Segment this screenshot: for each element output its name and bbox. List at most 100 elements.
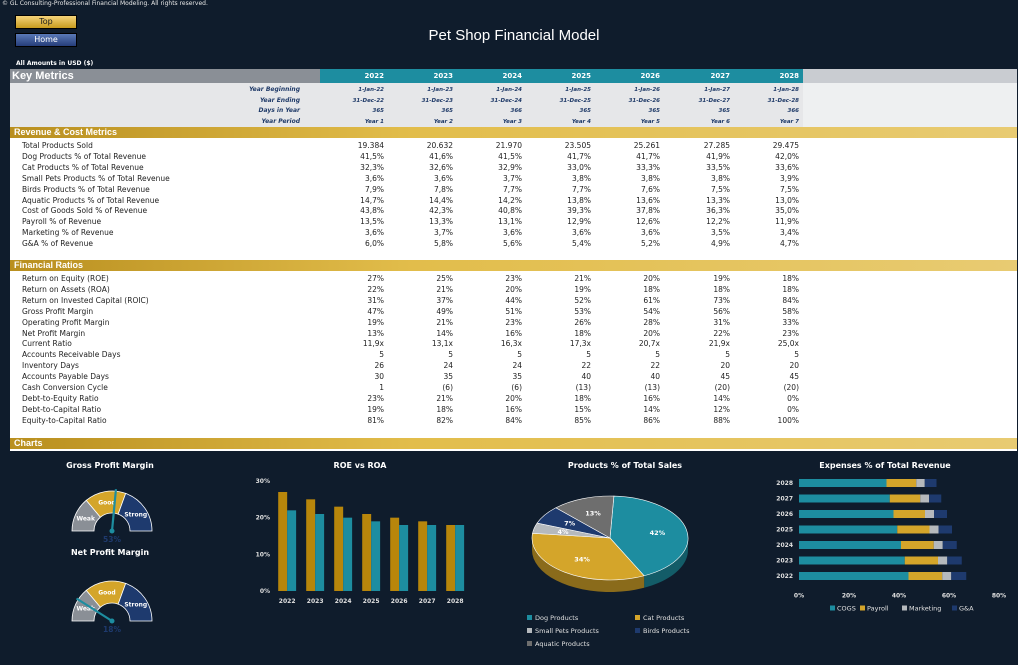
table-row-value: 14,7%: [360, 195, 384, 205]
table-row-label: Return on Equity (ROE): [22, 274, 109, 283]
roe-roa-bar: [446, 525, 456, 591]
exp-bar-segment: [951, 572, 967, 580]
table-row-value: 17,3x: [569, 339, 591, 349]
table-row-value: 35,0%: [775, 206, 799, 216]
table-row-value: 14,4%: [429, 195, 453, 205]
table-row-value: 11,9x: [362, 339, 384, 349]
table-row-value: 32,3%: [360, 162, 384, 172]
gauge-zone-3: [117, 582, 153, 622]
table-row-value: 23%: [782, 328, 799, 338]
table-row-value: 3,8%: [710, 173, 730, 183]
table-row-value: 3,6%: [640, 228, 660, 238]
exp-bar-segment: [799, 525, 898, 534]
exp-bar-segment: [908, 572, 943, 580]
table-row-value: 5,6%: [502, 239, 522, 249]
exp-bar-segment: [889, 494, 921, 503]
pie-slice-label: 13%: [585, 510, 601, 518]
roe-y-tick: 20%: [256, 515, 270, 522]
table-row-label: Accounts Receivable Days: [22, 350, 121, 360]
table-row-value: 25.261: [633, 141, 660, 150]
exp-legend-label: Marketing: [909, 605, 941, 613]
pie-slice: [531, 532, 645, 581]
table-row-value: 12,2%: [706, 217, 730, 227]
table-row-value: 44%: [505, 295, 522, 305]
table-row-value: 20: [789, 361, 799, 371]
roe-roa-bar: [315, 514, 325, 591]
pie-legend-swatch: [635, 628, 640, 633]
table-row-value: 3,6%: [364, 173, 384, 183]
period-row-value: Year 1: [364, 119, 384, 126]
period-row-value: 31-Dec-25: [559, 97, 591, 104]
section-charts: Charts: [10, 438, 1017, 449]
table-row-value: 45: [789, 372, 799, 382]
period-row-value: 1-Jan-25: [565, 87, 591, 93]
period-row-value: 31-Dec-28: [767, 97, 799, 104]
table-row-value: 42,3%: [429, 206, 453, 216]
table-row-value: 5: [586, 350, 591, 360]
pie-slice: [555, 495, 615, 539]
table-row-value: 20%: [643, 328, 660, 338]
table-row-value: 7,5%: [779, 184, 799, 194]
table-row-value: 13,5%: [360, 217, 384, 227]
period-row-value: Year 6: [710, 119, 730, 126]
table-row-value: 19%: [367, 404, 384, 414]
table-row-value: 41,7%: [636, 151, 660, 161]
table-row-value: 14%: [643, 404, 660, 414]
products-pie-chart: 42% 34% 4%7% 13% Dog Products Cat Products Sma…: [527, 495, 690, 648]
table-row-value: 20%: [505, 393, 522, 403]
top-button[interactable]: Top: [15, 15, 77, 29]
gross-margin-gauge-title: Gross Profit Margin: [66, 461, 154, 470]
table-row-value: 18%: [574, 393, 591, 403]
table-row-value: 3,8%: [640, 173, 660, 183]
table-row-label: Small Pets Products % of Total Revenue: [22, 173, 170, 183]
table-row-value: 32,9%: [498, 162, 522, 172]
exp-legend-swatch: [902, 605, 907, 611]
gauge-zone-label: Weak: [76, 516, 96, 523]
table-row-value: 1: [379, 383, 384, 392]
table-row-value: 24: [443, 361, 453, 371]
roe-x-tick: 2022: [279, 598, 296, 605]
table-row-value: 16%: [505, 404, 522, 414]
period-row-value: 1-Jan-23: [427, 87, 453, 93]
pie-slice-label: 42%: [650, 529, 666, 537]
period-row-label: Year Ending: [259, 96, 300, 104]
roe-y-tick: 30%: [256, 478, 270, 485]
pie-legend-label: Small Pets Products: [535, 627, 599, 635]
gauge-hub: [109, 528, 115, 534]
table-row-label: Debt-to-Capital Ratio: [22, 404, 102, 414]
expenses-chart-title: Expenses % of Total Revenue: [819, 461, 951, 470]
table-row-value: 40: [581, 372, 591, 382]
table-row-label: G&A % of Revenue: [22, 239, 93, 249]
table-row-value: 41,5%: [498, 151, 522, 161]
table-row-value: 5,4%: [571, 239, 591, 249]
period-row-value: Year 5: [640, 119, 660, 126]
table-row-value: 31%: [367, 295, 384, 305]
pie-legend-swatch: [527, 628, 532, 633]
table-row-value: 16%: [505, 328, 522, 338]
table-row-value: 42,0%: [775, 151, 799, 161]
table-row-value: 35: [443, 372, 453, 382]
table-row-value: 15%: [574, 404, 591, 414]
roe-roa-bar: [306, 499, 316, 591]
pie-legend-label: Cat Products: [643, 614, 685, 622]
table-row-value: 21.970: [495, 141, 522, 150]
home-button[interactable]: Home: [15, 33, 77, 47]
exp-x-tick: 20%: [842, 593, 856, 600]
table-row-value: 20%: [643, 274, 660, 283]
table-row-value: 84%: [782, 295, 799, 305]
table-row-label: Inventory Days: [22, 361, 79, 371]
exp-x-tick: 40%: [892, 593, 906, 600]
exp-bar-segment: [938, 556, 948, 565]
exp-y-tick: 2025: [776, 527, 793, 534]
table-row-value: 23.505: [564, 141, 591, 150]
table-row-value: 33,0%: [567, 162, 591, 172]
period-row-value: 31-Dec-24: [490, 97, 522, 104]
exp-bar-segment: [947, 556, 962, 565]
year-header-cell: 2028: [779, 72, 799, 80]
table-row-value: 5: [794, 350, 799, 360]
table-row-label: Cat Products % of Total Revenue: [22, 162, 144, 172]
period-row-label: Year Period: [261, 118, 300, 126]
pie-legend-swatch: [527, 641, 532, 646]
table-row-value: 40,8%: [498, 206, 522, 216]
roe-roa-bar: [278, 492, 288, 591]
